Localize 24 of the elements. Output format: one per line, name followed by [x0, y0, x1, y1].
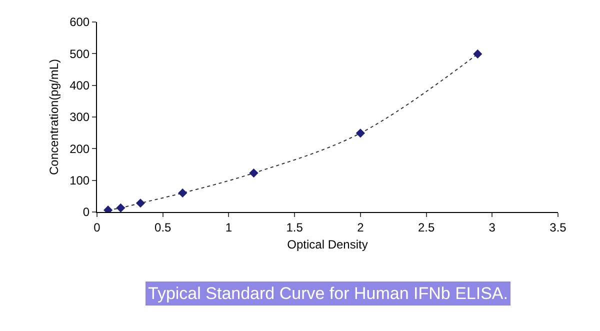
x-axis-title: Optical Density — [287, 237, 368, 252]
point — [249, 168, 258, 178]
x-tick-label: 2 — [357, 220, 364, 234]
point — [116, 203, 126, 212]
text: Typical Standard Curve for Human IFNb ELISA. — [148, 284, 508, 303]
y-tick-label: 500 — [70, 46, 90, 61]
x-tick-label: 1.5 — [286, 220, 304, 234]
point — [178, 188, 188, 198]
x-tick-label: 3 — [488, 220, 496, 234]
x-tick-label: 1 — [225, 220, 232, 234]
y-tick-label: 400 — [70, 78, 90, 93]
point — [136, 198, 146, 208]
point — [356, 128, 365, 138]
y-tick-label: 300 — [70, 110, 90, 124]
x-tick-label: 3.5 — [550, 220, 567, 234]
y-tick-label: 0 — [82, 205, 90, 220]
point — [473, 49, 482, 59]
y-tick-label: 600 — [70, 15, 90, 30]
y-tick-label: 100 — [70, 174, 90, 188]
x-tick-label: 0.5 — [154, 220, 172, 234]
y-tick-label: 200 — [70, 142, 90, 156]
x-tick-label: 0 — [94, 220, 101, 234]
x-tick-label: 2.5 — [418, 220, 435, 234]
y-axis-title: Concentration(pg/mL) — [46, 58, 61, 176]
